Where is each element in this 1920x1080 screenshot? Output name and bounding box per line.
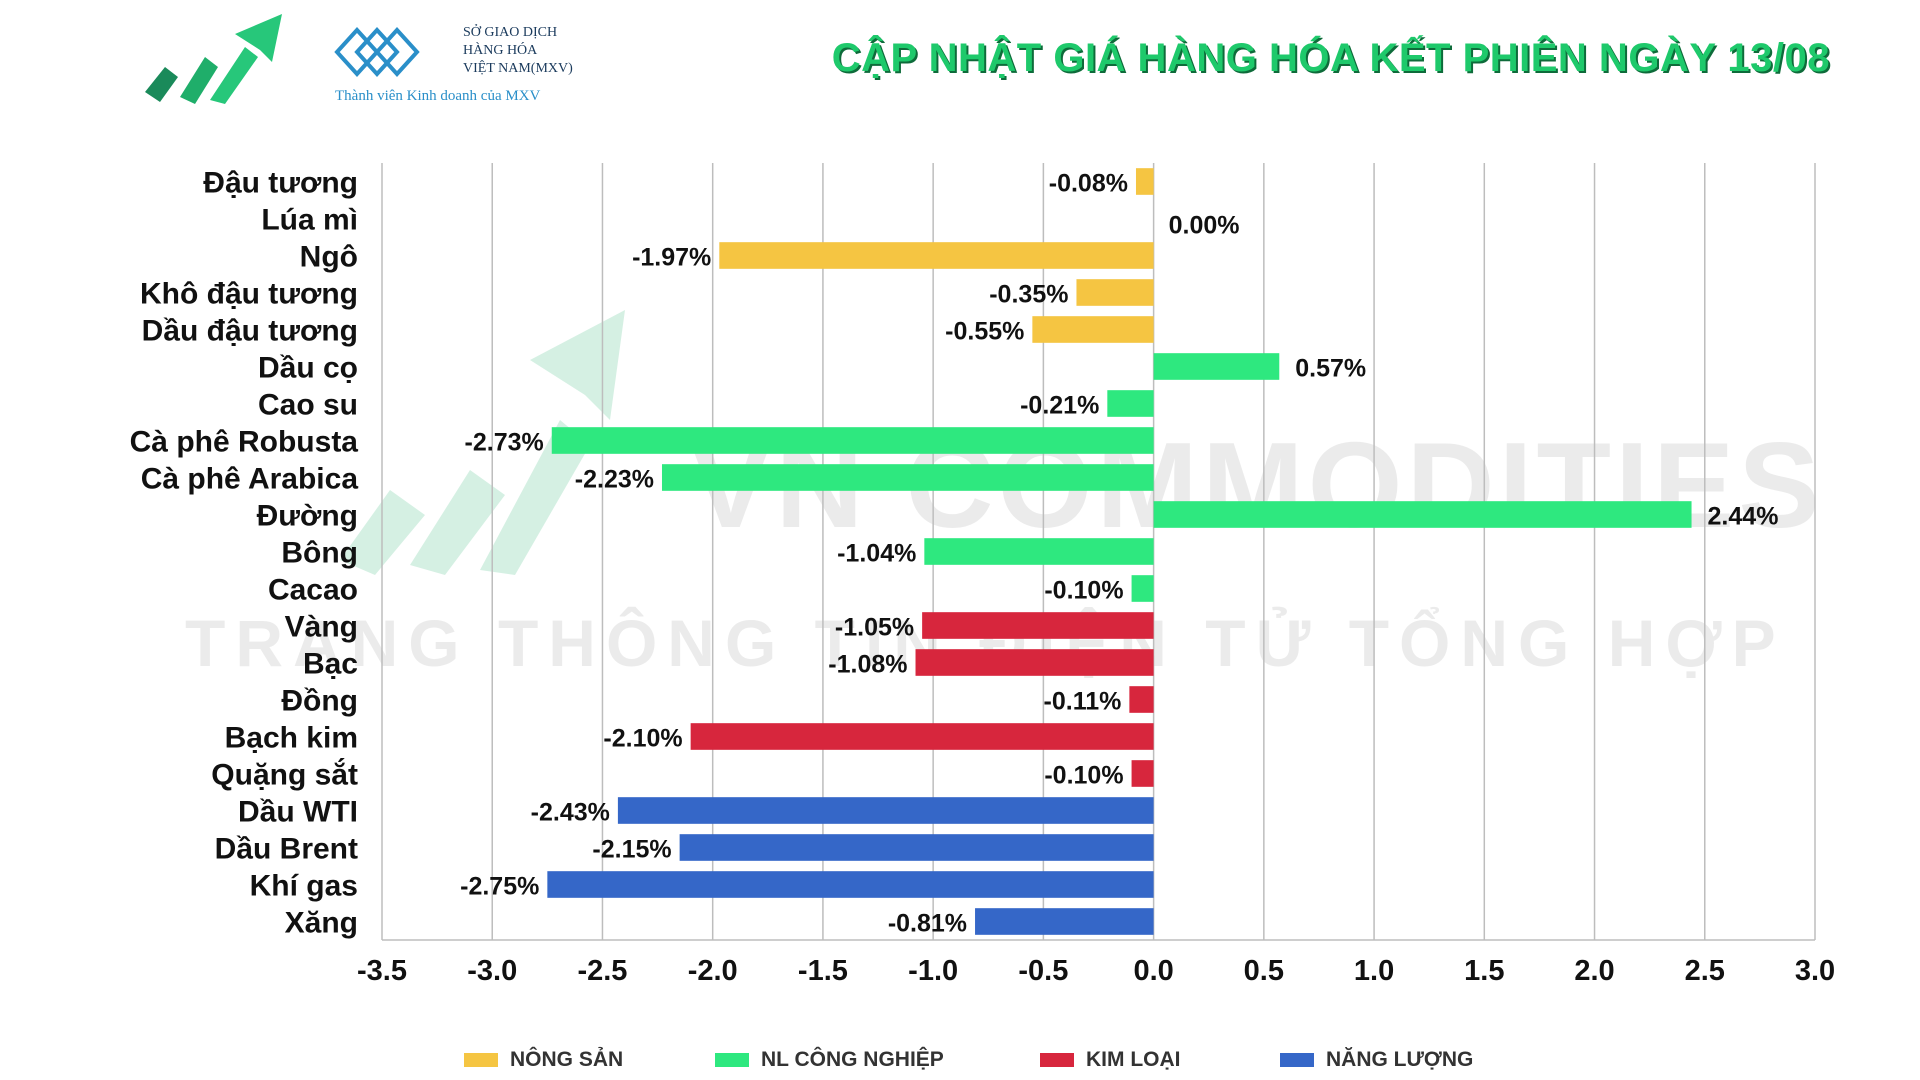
category-label: Dầu cọ (258, 352, 358, 385)
legend-item-kim-loai: KIM LOẠI (1040, 1045, 1181, 1075)
bar (679, 834, 1154, 861)
x-tick-label: 1.5 (1464, 955, 1504, 987)
data-label: -0.55% (945, 318, 1024, 346)
legend-item-nang-luong: NĂNG LƯỢNG (1280, 1045, 1473, 1075)
data-label: -0.21% (1020, 392, 1099, 420)
x-tick-label: 1.0 (1354, 955, 1394, 987)
bar (975, 908, 1154, 935)
legend-swatch (1040, 1053, 1074, 1067)
bar-chart: -3.5 -3.0 -2.5 -2.0 -1.5 -1.0 -0.5 0.0 0.5 1.0 1.5… (130, 163, 1835, 987)
category-label: Bạc (303, 648, 358, 681)
bar (1135, 168, 1154, 195)
green-growth-arrow-icon (145, 14, 282, 104)
bar (915, 649, 1154, 676)
data-label: -0.10% (1044, 577, 1123, 605)
data-label: -2.23% (575, 466, 654, 494)
legend-label: NĂNG LƯỢNG (1326, 1048, 1474, 1071)
x-tick-label: -3.5 (357, 955, 407, 987)
data-label: 2.44% (1708, 503, 1779, 531)
category-label: Khí gas (250, 870, 358, 903)
category-label: Khô đậu tương (140, 278, 358, 311)
x-tick-label: 0.5 (1244, 955, 1284, 987)
category-label: Ngô (300, 241, 358, 274)
mxv-member-text: Thành viên Kinh doanh của MXV (335, 88, 541, 104)
x-tick-label: -2.5 (577, 955, 627, 987)
category-label: Bông (281, 537, 358, 570)
bar (617, 797, 1154, 824)
data-label: -0.08% (1049, 170, 1128, 198)
x-tick-label: -1.0 (908, 955, 958, 987)
category-label: Cà phê Robusta (130, 426, 359, 459)
category-label: Đậu tương (203, 167, 358, 200)
bar (1076, 279, 1154, 306)
legend-item-nong-san: NÔNG SẢN (464, 1045, 623, 1075)
x-tick-label: -1.5 (798, 955, 848, 987)
legend-swatch (715, 1053, 749, 1067)
category-label: Lúa mì (261, 204, 358, 237)
data-label: -1.08% (828, 651, 907, 679)
mxv-name: SỞ GIAO DỊCH HÀNG HÓA VIỆT NAM(MXV) (463, 24, 573, 78)
x-tick-label: -3.0 (467, 955, 517, 987)
data-label: -1.05% (835, 614, 914, 642)
data-label: -0.35% (989, 281, 1068, 309)
data-label: -0.10% (1044, 762, 1123, 790)
bar (690, 723, 1154, 750)
page-title: CẬP NHẬT GIÁ HÀNG HÓA KẾT PHIÊN NGÀY 13/… (831, 36, 1830, 80)
category-label: Dầu đậu tương (142, 315, 358, 348)
bar (661, 464, 1154, 491)
bar (922, 612, 1154, 639)
category-label: Cacao (268, 574, 358, 607)
data-label: -2.15% (592, 836, 671, 864)
category-label: Đồng (281, 685, 358, 718)
category-label: Đường (257, 500, 358, 533)
data-label: -2.75% (460, 873, 539, 901)
data-label: -2.43% (531, 799, 610, 827)
category-label: Bạch kim (225, 722, 358, 755)
data-label: -2.73% (465, 429, 544, 457)
x-tick-label: -2.0 (688, 955, 738, 987)
x-tick-label: -0.5 (1018, 955, 1068, 987)
bar (547, 871, 1154, 898)
bar (1131, 575, 1154, 602)
mxv-diamond-logo-icon (334, 27, 420, 77)
header: SỞ GIAO DỊCH HÀNG HÓA VIỆT NAM(MXV) Thàn… (0, 0, 1920, 130)
chart-legend: NÔNG SẢN NL CÔNG NGHIỆP KIM LOẠI NĂNG LƯỢNG (0, 1045, 1920, 1075)
data-label: -1.97% (632, 244, 711, 272)
data-label: 0.57% (1295, 355, 1366, 383)
bar (1153, 501, 1692, 528)
legend-label: KIM LOẠI (1086, 1048, 1181, 1071)
mxv-name-line-3: VIỆT NAM(MXV) (463, 61, 573, 76)
category-label: Dầu Brent (215, 833, 358, 866)
bar (1153, 353, 1280, 380)
category-label: Cao su (258, 389, 358, 422)
legend-label: NL CÔNG NGHIỆP (761, 1048, 944, 1071)
bar (1107, 390, 1154, 417)
mxv-name-line-2: HÀNG HÓA (463, 43, 538, 58)
bar (1032, 316, 1154, 343)
data-label: -2.10% (603, 725, 682, 753)
mxv-name-line-1: SỞ GIAO DỊCH (463, 25, 558, 40)
data-label: -0.81% (888, 910, 967, 938)
bar (924, 538, 1154, 565)
x-tick-label: 2.0 (1574, 955, 1614, 987)
bar (719, 242, 1154, 269)
category-label: Dầu WTI (238, 796, 358, 829)
data-label: -1.04% (837, 540, 916, 568)
bar (551, 427, 1154, 454)
data-label: -0.11% (1044, 688, 1122, 716)
x-tick-label: 2.5 (1685, 955, 1725, 987)
legend-label: NÔNG SẢN (510, 1048, 624, 1071)
legend-item-nl-cong-nghiep: NL CÔNG NGHIỆP (715, 1045, 944, 1075)
x-tick-label: 3.0 (1795, 955, 1835, 987)
bar (1131, 760, 1154, 787)
legend-swatch (1280, 1053, 1314, 1067)
category-label: Quặng sắt (211, 758, 358, 792)
category-label: Cà phê Arabica (141, 463, 359, 496)
data-label: 0.00% (1169, 212, 1240, 240)
category-label: Xăng (285, 907, 358, 940)
x-tick-label: 0.0 (1133, 955, 1173, 987)
bar (1129, 686, 1154, 713)
legend-swatch (464, 1053, 498, 1067)
category-label: Vàng (285, 611, 358, 644)
